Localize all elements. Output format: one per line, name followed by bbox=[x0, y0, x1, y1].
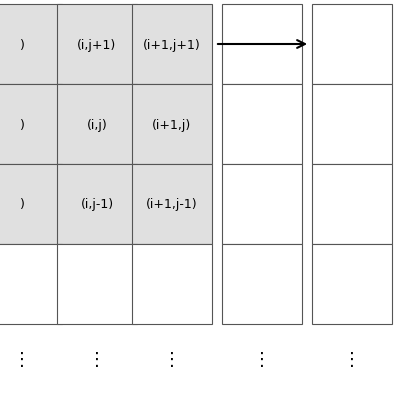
Text: ⋮: ⋮ bbox=[252, 350, 270, 368]
Bar bbox=[311, 85, 391, 164]
Text: ): ) bbox=[20, 38, 24, 51]
Bar bbox=[0, 244, 62, 324]
Text: ⋮: ⋮ bbox=[13, 350, 31, 368]
Bar bbox=[0, 164, 62, 244]
Text: (i+1,j-1): (i+1,j-1) bbox=[146, 198, 197, 211]
Bar bbox=[0, 85, 62, 164]
Text: ⋮: ⋮ bbox=[162, 350, 180, 368]
Text: (i+1,j): (i+1,j) bbox=[152, 118, 191, 131]
Bar bbox=[311, 5, 391, 85]
Bar bbox=[221, 85, 301, 164]
Bar bbox=[221, 244, 301, 324]
Bar bbox=[57, 85, 137, 164]
Bar bbox=[132, 244, 211, 324]
Bar bbox=[0, 5, 62, 85]
Bar bbox=[311, 164, 391, 244]
Text: (i,j-1): (i,j-1) bbox=[80, 198, 113, 211]
Text: (i+1,j+1): (i+1,j+1) bbox=[143, 38, 200, 51]
Bar bbox=[311, 244, 391, 324]
Bar bbox=[132, 5, 211, 85]
Text: ): ) bbox=[20, 198, 24, 211]
Text: (i,j+1): (i,j+1) bbox=[77, 38, 116, 51]
Bar bbox=[221, 164, 301, 244]
Bar bbox=[57, 5, 137, 85]
Text: ): ) bbox=[20, 118, 24, 131]
Bar bbox=[57, 164, 137, 244]
Bar bbox=[57, 244, 137, 324]
Bar bbox=[132, 164, 211, 244]
Text: (i,j): (i,j) bbox=[86, 118, 107, 131]
Bar bbox=[221, 5, 301, 85]
Text: ⋮: ⋮ bbox=[88, 350, 106, 368]
Bar bbox=[132, 85, 211, 164]
Text: ⋮: ⋮ bbox=[342, 350, 360, 368]
